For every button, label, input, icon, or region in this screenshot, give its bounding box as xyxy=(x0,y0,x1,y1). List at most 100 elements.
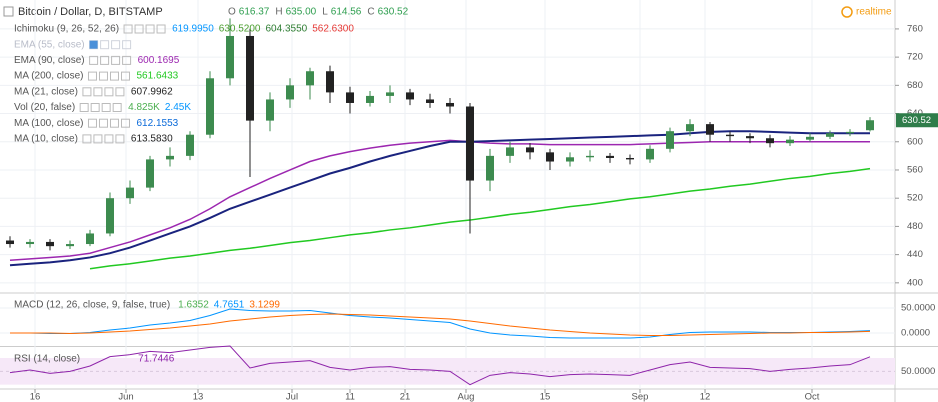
y-tick-label: 400 xyxy=(907,277,923,288)
x-tick-label: Sep xyxy=(632,392,649,402)
indicator-name: MA (21, close) xyxy=(14,86,78,97)
indicator-name: Ichimoku (9, 26, 52, 26) xyxy=(14,24,119,35)
y-tick-label: 50.0000 xyxy=(901,366,935,377)
indicator-icon xyxy=(122,40,132,50)
candle-body xyxy=(766,138,774,144)
candle-body xyxy=(846,131,854,134)
indicator-icon xyxy=(79,103,89,112)
indicator-icon xyxy=(100,40,110,50)
indicator-icon xyxy=(115,87,125,97)
collapse-icon[interactable] xyxy=(3,6,14,17)
y-tick-label: 680 xyxy=(907,80,923,91)
x-tick-label: 15 xyxy=(540,392,551,402)
indicator-icon xyxy=(115,134,125,144)
indicator-icon xyxy=(98,71,108,81)
moving-average-line xyxy=(9,139,870,262)
x-tick-label: Oct xyxy=(805,392,820,402)
candle-body xyxy=(726,134,734,137)
indicator-icon xyxy=(89,40,98,49)
y-tick-label: 480 xyxy=(907,221,923,232)
candle-body xyxy=(826,133,834,137)
y-tick-label: 0.0000 xyxy=(901,328,930,339)
indicator-value: 4.825K xyxy=(128,102,160,113)
x-tick-label: Aug xyxy=(458,392,475,402)
indicator-icon xyxy=(98,118,108,128)
indicator-icon xyxy=(109,71,119,81)
indicator-icon xyxy=(122,55,132,65)
candle-body xyxy=(486,155,494,181)
indicator-value: 604.3550 xyxy=(266,24,308,35)
ohlc-value: 616.37 xyxy=(239,7,270,18)
indicator-value: 630.5200 xyxy=(219,24,261,35)
indicator-icon xyxy=(111,55,121,65)
moving-average-line xyxy=(9,130,870,267)
candle-body xyxy=(546,152,554,162)
macd-line xyxy=(10,313,871,336)
indicator-icon xyxy=(100,55,110,65)
candle-body xyxy=(26,241,34,245)
x-tick-label: 16 xyxy=(30,392,41,402)
indicator-icon xyxy=(120,71,130,81)
y-tick-label: 720 xyxy=(907,52,923,63)
candle-body xyxy=(446,102,454,107)
candle-body xyxy=(326,71,334,93)
candle-body xyxy=(586,155,594,158)
candle-body xyxy=(706,124,714,135)
indicator-icon xyxy=(82,134,92,144)
candle-body xyxy=(126,187,134,199)
indicator-name: RSI (14, close) xyxy=(14,354,80,365)
indicator-name: EMA (90, close) xyxy=(14,55,85,66)
candle-body xyxy=(426,99,434,103)
x-tick-label: 11 xyxy=(345,392,355,402)
indicator-icon xyxy=(112,103,122,112)
indicator-icon xyxy=(101,103,111,112)
indicator-name: EMA (55, close) xyxy=(14,39,85,50)
candle-body xyxy=(106,198,114,234)
indicator-icon xyxy=(120,118,130,128)
ohlc-value: 614.56 xyxy=(331,7,362,18)
candle-body xyxy=(146,159,154,188)
indicator-name: MA (100, close) xyxy=(14,118,83,129)
y-tick-label: 600 xyxy=(907,136,923,147)
last-price-label: 630.52 xyxy=(902,115,931,126)
indicator-name: MACD (12, 26, close, 9, false, true) xyxy=(14,300,170,311)
candle-body xyxy=(86,233,94,245)
indicator-icon xyxy=(89,55,99,65)
indicator-name: MA (10, close) xyxy=(14,134,78,145)
candle-body xyxy=(66,244,74,247)
indicator-icon xyxy=(134,24,144,34)
candle-body xyxy=(306,71,314,86)
indicator-icon xyxy=(104,87,114,97)
candle-body xyxy=(806,136,814,140)
ohlc-key: H xyxy=(275,7,282,18)
y-tick-label: 520 xyxy=(907,193,923,204)
candle-body xyxy=(626,157,634,160)
indicator-icon xyxy=(87,71,97,81)
candle-body xyxy=(366,95,374,103)
ohlc-key: L xyxy=(322,7,328,18)
candle-body xyxy=(346,92,354,103)
candle-body xyxy=(866,120,874,131)
candle-body xyxy=(166,155,174,160)
indicator-value: 4.7651 xyxy=(214,300,245,311)
indicator-icon xyxy=(90,103,100,112)
indicator-value: 600.1695 xyxy=(138,55,180,66)
candle-body xyxy=(686,124,694,132)
indicator-value: 561.6433 xyxy=(136,71,178,82)
candle-body xyxy=(646,148,654,160)
indicator-icon xyxy=(109,118,119,128)
candle-body xyxy=(186,134,194,156)
indicator-value: 562.6300 xyxy=(312,24,354,35)
indicator-value: 1.6352 xyxy=(178,300,209,311)
indicator-icon xyxy=(123,24,133,34)
indicator-icon xyxy=(145,24,155,34)
indicator-value: 619.9950 xyxy=(172,24,214,35)
candle-body xyxy=(606,155,614,158)
ohlc-value: 635.00 xyxy=(286,7,317,18)
indicator-icon xyxy=(87,118,97,128)
ohlc-key: O xyxy=(228,7,236,18)
x-tick-label: 13 xyxy=(193,392,204,402)
moving-average-line xyxy=(89,167,871,270)
x-tick-label: 21 xyxy=(400,392,411,402)
candle-body xyxy=(506,147,514,156)
